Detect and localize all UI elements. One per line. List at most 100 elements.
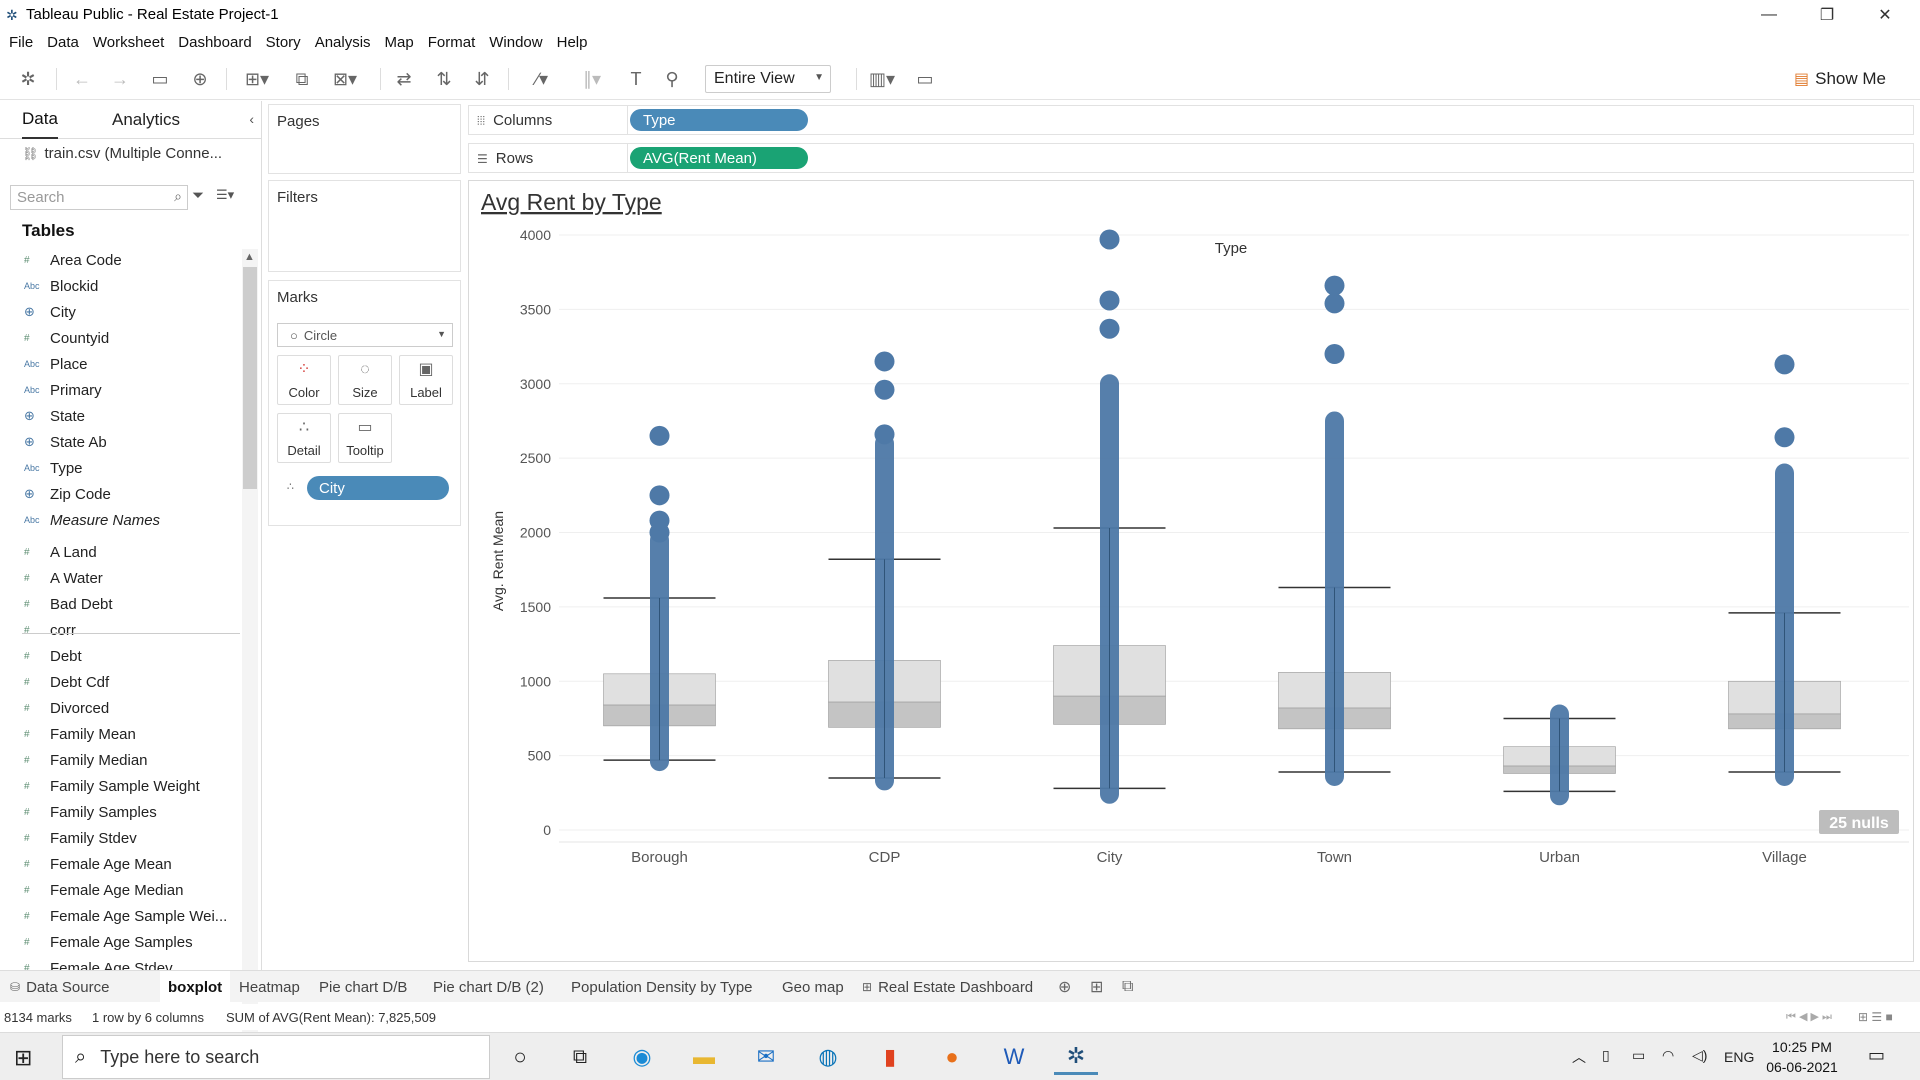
field-item[interactable]: ⊕ State xyxy=(0,403,240,429)
menu-format[interactable]: Format xyxy=(427,33,476,51)
pages-card[interactable]: Pages xyxy=(268,104,461,174)
tab-geo-map[interactable]: Geo map xyxy=(782,978,844,996)
mail-icon[interactable]: ✉ xyxy=(756,1044,776,1069)
field-item[interactable]: # Family Median xyxy=(0,747,240,773)
restore-button[interactable]: ❐ xyxy=(1819,6,1835,24)
file-explorer-icon[interactable]: ▬ xyxy=(693,1044,715,1069)
field-item[interactable]: # Family Mean xyxy=(0,721,240,747)
highlight-icon[interactable]: ∕▾ xyxy=(535,68,549,89)
close-button[interactable]: ✕ xyxy=(1878,6,1892,24)
firefox-icon[interactable]: ● xyxy=(945,1044,959,1069)
city-detail-pill[interactable]: City xyxy=(307,476,449,500)
language-indicator[interactable]: ENG xyxy=(1724,1049,1755,1065)
menu-help[interactable]: Help xyxy=(556,33,588,51)
field-list-scrollbar[interactable]: ▲ ▼ xyxy=(242,249,258,1067)
group-members-icon[interactable]: ∥▾ xyxy=(582,68,602,89)
label-button[interactable]: ▣ Label xyxy=(399,355,453,405)
new-worksheet-icon[interactable]: ⊞▾ xyxy=(244,68,270,89)
filters-card[interactable]: Filters xyxy=(268,180,461,272)
show-cards-icon[interactable]: ▥▾ xyxy=(868,68,896,89)
battery-icon[interactable]: ▭ xyxy=(1632,1047,1646,1063)
tab-pie-chart-db-2[interactable]: Pie chart D/B (2) xyxy=(433,978,544,996)
field-item[interactable]: ⊕ State Ab xyxy=(0,429,240,455)
minimize-button[interactable]: — xyxy=(1761,5,1777,23)
field-item[interactable]: # Family Sample Weight xyxy=(0,773,240,799)
sheet-nav-icon[interactable]: ⏮ ◀ ▶ ⏭ xyxy=(1786,1011,1832,1023)
task-view-icon[interactable]: ⧉ xyxy=(572,1045,588,1068)
show-labels-icon[interactable]: T xyxy=(630,68,642,89)
field-search-input[interactable]: Search ⌕ xyxy=(10,185,188,210)
tab-analytics[interactable]: Analytics xyxy=(112,110,181,129)
viz-area[interactable]: Avg Rent by Type Type Avg. Rent Mean 0 500 10… xyxy=(468,180,1914,962)
boxplot-chart[interactable]: Avg Rent by Type Type Avg. Rent Mean 0 500 10… xyxy=(469,181,1913,961)
type-pill[interactable]: Type xyxy=(630,109,808,131)
tray-chevron-icon[interactable]: ︿ xyxy=(1572,1049,1586,1065)
new-story-tab-icon[interactable]: ⧉ xyxy=(1122,978,1134,995)
field-item[interactable]: Abc Type xyxy=(0,455,240,481)
tab-heatmap[interactable]: Heatmap xyxy=(239,978,300,996)
presentation-mode-icon[interactable]: ▭ xyxy=(916,68,934,89)
menu-worksheet[interactable]: Worksheet xyxy=(92,33,165,51)
edge-browser-icon[interactable]: ◉ xyxy=(632,1044,652,1069)
field-item[interactable]: # Debt xyxy=(0,643,240,669)
field-item[interactable]: # Bad Debt xyxy=(0,591,240,617)
menu-data[interactable]: Data xyxy=(47,33,79,51)
fix-axes-icon[interactable]: ⚲ xyxy=(665,68,679,89)
tooltip-button[interactable]: ▭ Tooltip xyxy=(338,413,392,463)
office-icon[interactable]: ▮ xyxy=(883,1044,897,1069)
new-dashboard-tab-icon[interactable]: ⊞ xyxy=(1090,979,1104,996)
cortana-icon[interactable]: ○ xyxy=(513,1044,527,1069)
undo-icon[interactable]: ← xyxy=(73,68,91,89)
menu-file[interactable]: File xyxy=(9,33,34,51)
fit-dropdown[interactable]: Entire View ▼ xyxy=(705,65,831,93)
tab-pie-chart-db[interactable]: Pie chart D/B xyxy=(319,978,408,996)
menu-analysis[interactable]: Analysis xyxy=(314,33,371,51)
system-clock[interactable]: 10:25 PM 06-06-2021 xyxy=(1762,1037,1842,1077)
dell-icon[interactable]: ◍ xyxy=(818,1044,838,1069)
rows-shelf[interactable]: ☰ Rows AVG(Rent Mean) xyxy=(468,143,1914,173)
scroll-up-icon[interactable]: ▲ xyxy=(244,251,255,263)
notifications-icon[interactable]: ▭ xyxy=(1868,1045,1886,1065)
show-me-button[interactable]: ▤ Show Me xyxy=(1794,66,1886,92)
field-item[interactable]: Abc Primary xyxy=(0,377,240,403)
field-item[interactable]: Abc Measure Names xyxy=(0,507,240,533)
color-button[interactable]: ⁘ Color xyxy=(277,355,331,405)
volume-icon[interactable]: ◁) xyxy=(1692,1047,1708,1063)
data-connection[interactable]: ⛓ train.csv (Multiple Conne... xyxy=(22,145,222,162)
tableau-taskbar-icon[interactable]: ✲ xyxy=(1054,1039,1098,1075)
field-item[interactable]: # A Land xyxy=(0,539,240,565)
tray-device-icon[interactable]: ▯ xyxy=(1602,1047,1610,1063)
menu-map[interactable]: Map xyxy=(384,33,414,51)
field-item[interactable]: # Family Stdev xyxy=(0,825,240,851)
field-item[interactable]: # Female Age Mean xyxy=(0,851,240,877)
save-icon[interactable]: ▭ xyxy=(151,68,169,89)
tab-population-density[interactable]: Population Density by Type xyxy=(571,978,753,996)
view-options-icon[interactable]: ☰▾ xyxy=(216,187,235,202)
field-item[interactable]: # Female Age Sample Wei... xyxy=(0,903,240,929)
windows-start-icon[interactable]: ⊞ xyxy=(14,1045,33,1070)
redo-icon[interactable]: → xyxy=(111,68,129,89)
wifi-icon[interactable]: ◠ xyxy=(1662,1047,1675,1063)
clear-sheet-icon[interactable]: ⊠▾ xyxy=(332,68,358,89)
menu-dashboard[interactable]: Dashboard xyxy=(178,33,252,51)
duplicate-sheet-icon[interactable]: ⧉ xyxy=(295,68,309,89)
field-item[interactable]: ⊕ City xyxy=(0,299,240,325)
sort-descending-icon[interactable]: ⇵ xyxy=(474,68,490,89)
word-icon[interactable]: W xyxy=(1003,1044,1025,1069)
field-item[interactable]: # A Water xyxy=(0,565,240,591)
tab-data[interactable]: Data xyxy=(22,101,58,139)
field-item[interactable]: # Debt Cdf xyxy=(0,669,240,695)
tab-real-estate-dashboard[interactable]: ⊞ Real Estate Dashboard xyxy=(862,978,1034,996)
sort-ascending-icon[interactable]: ⇅ xyxy=(436,68,452,89)
menu-story[interactable]: Story xyxy=(265,33,301,51)
mark-type-dropdown[interactable]: ○ Circle ▼ xyxy=(277,323,453,347)
rent-mean-pill[interactable]: AVG(Rent Mean) xyxy=(630,147,808,169)
field-item[interactable]: Abc Blockid xyxy=(0,273,240,299)
filter-icon[interactable]: ⏷ xyxy=(192,187,205,204)
detail-button[interactable]: ∴ Detail xyxy=(277,413,331,463)
field-item[interactable]: # Divorced xyxy=(0,695,240,721)
field-item[interactable]: # Countyid xyxy=(0,325,240,351)
field-item[interactable]: # Female Age Median xyxy=(0,877,240,903)
menu-window[interactable]: Window xyxy=(489,33,543,51)
taskbar-search-input[interactable]: ⌕ Type here to search xyxy=(62,1035,490,1079)
